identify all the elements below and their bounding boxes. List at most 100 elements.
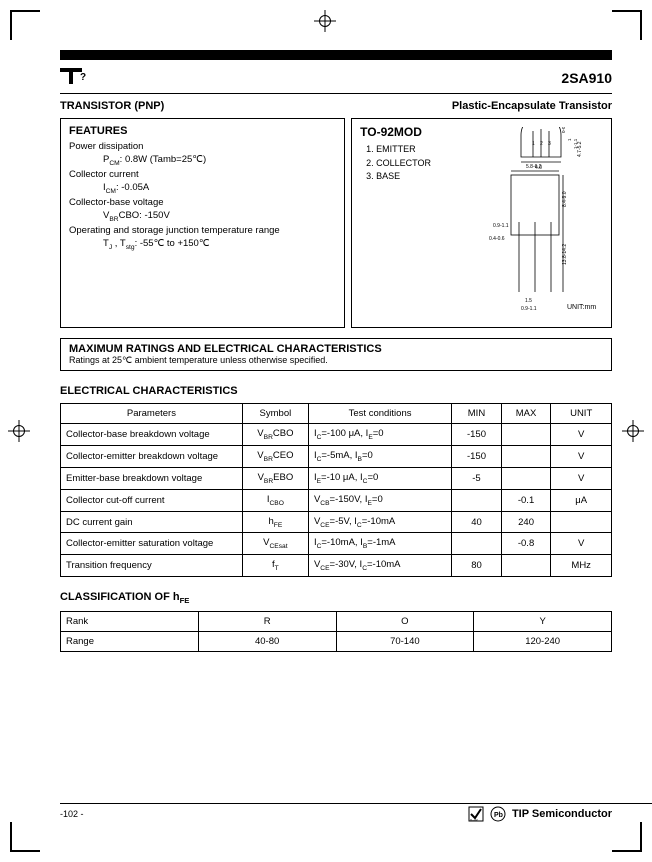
table-cell: VBRCBO [242,424,308,446]
svg-text:0.9-1.1: 0.9-1.1 [493,223,509,229]
table-cell: 80 [452,555,502,577]
table-cell: -5 [452,467,502,489]
table-cell: IC=-100 μA, IE=0 [308,424,451,446]
feature-item: Power dissipation [69,141,336,152]
table-cell: Transition frequency [61,555,243,577]
crop-mark [10,822,40,852]
subheader: TRANSISTOR (PNP) Plastic-Encapsulate Tra… [60,100,612,112]
table-cell: V [551,467,612,489]
svg-text:?: ? [80,72,86,83]
table-cell: -150 [452,424,502,446]
max-ratings-subtitle: Ratings at 25℃ ambient temperature unles… [69,355,603,366]
divider [60,93,612,94]
package-drawing: 1 2 3 4.0 5.8-6.2 8.4-9.0 13.8-14.2 0.9-… [471,127,601,312]
table-cell [452,489,502,511]
table-cell: -0.1 [501,489,551,511]
table-cell: Range [61,632,199,652]
registration-mark [626,424,640,438]
table-cell [452,533,502,555]
feature-value: ICM: -0.05A [103,182,336,195]
svg-text:0.9-1.1: 0.9-1.1 [521,306,537,312]
table-cell [501,445,551,467]
table-row: DC current gainhFEVCE=-5V, IC=-10mA40240 [61,511,612,533]
table-cell [501,555,551,577]
table-header: Symbol [242,404,308,424]
crop-mark [612,10,642,40]
table-cell: IC=-10mA, IB=-1mA [308,533,451,555]
table-header: Test conditions [308,404,451,424]
feature-value: PCM: 0.8W (Tamb=25℃) [103,154,336,167]
features-box: FEATURES Power dissipation PCM: 0.8W (Tam… [60,118,345,328]
electrical-table: ParametersSymbolTest conditionsMINMAXUNI… [60,403,612,577]
table-cell: -150 [452,445,502,467]
table-cell: VCE=-30V, IC=-10mA [308,555,451,577]
table-row: Collector-emitter saturation voltageVCEs… [61,533,612,555]
table-cell: 70-140 [336,632,474,652]
table-cell: fT [242,555,308,577]
max-ratings-title: MAXIMUM RATINGS AND ELECTRICAL CHARACTER… [69,343,603,355]
table-row: Collector cut-off currentICBOVCB=-150V, … [61,489,612,511]
svg-text:2: 2 [540,141,543,147]
brand-logo: ? [60,66,90,89]
table-cell: R [198,612,336,632]
pbfree-icon: Pb [490,806,506,822]
table-cell: Y [474,612,612,632]
table-cell: 40 [452,511,502,533]
registration-mark [12,424,26,438]
table-header: UNIT [551,404,612,424]
table-cell: Rank [61,612,199,632]
table-cell: Emitter-base breakdown voltage [61,467,243,489]
header: ? 2SA910 [60,62,612,93]
svg-text:5.8-6.2: 5.8-6.2 [526,164,542,170]
top-boxes: FEATURES Power dissipation PCM: 0.8W (Tam… [60,118,612,328]
table-cell: Collector-base breakdown voltage [61,424,243,446]
table-cell: 120-240 [474,632,612,652]
table-row: Collector-base breakdown voltageVBRCBOIC… [61,424,612,446]
svg-text:0.4-0.6: 0.4-0.6 [489,236,505,242]
electrical-title: ELECTRICAL CHARACTERISTICS [60,385,612,397]
feature-item: Collector current [69,169,336,180]
features-title: FEATURES [69,125,336,137]
divider [60,803,652,804]
datasheet-page: ? 2SA910 TRANSISTOR (PNP) Plastic-Encaps… [60,50,612,802]
table-row: Collector-emitter breakdown voltageVBRCE… [61,445,612,467]
table-cell [551,511,612,533]
table-cell: VCEsat [242,533,308,555]
table-cell: hFE [242,511,308,533]
table-cell: Collector-emitter saturation voltage [61,533,243,555]
registration-mark [318,14,332,28]
table-cell: Collector-emitter breakdown voltage [61,445,243,467]
svg-text:UNIT:mm: UNIT:mm [567,304,596,311]
table-cell: V [551,424,612,446]
crop-mark [10,10,12,40]
table-cell: μA [551,489,612,511]
table-cell: IC=-5mA, IB=0 [308,445,451,467]
brand-name: TIP Semiconductor [512,808,612,820]
table-cell: -0.8 [501,533,551,555]
crop-mark [10,10,40,12]
max-ratings-box: MAXIMUM RATINGS AND ELECTRICAL CHARACTER… [60,338,612,371]
table-cell: IE=-10 μA, IC=0 [308,467,451,489]
table-cell: VBREBO [242,467,308,489]
package-box: TO-92MOD 1. EMITTER2. COLLECTOR3. BASE 1… [351,118,612,328]
package-type-label: Plastic-Encapsulate Transistor [452,100,612,112]
table-cell: 40-80 [198,632,336,652]
svg-text:13.8-14.2: 13.8-14.2 [562,244,568,265]
table-cell: VBRCEO [242,445,308,467]
part-number: 2SA910 [561,70,612,86]
divider [60,50,612,60]
table-cell: V [551,533,612,555]
crop-mark [612,822,642,852]
page-number: -102 - [60,809,84,819]
classification-table: RankROYRange40-8070-140120-240 [60,611,612,652]
svg-text:1: 1 [532,141,535,147]
svg-text:0-0.3: 0-0.3 [561,127,566,133]
table-row: Transition frequencyfTVCE=-30V, IC=-10mA… [61,555,612,577]
table-header: MIN [452,404,502,424]
rohs-icon: RoHS [468,806,484,822]
table-cell [501,467,551,489]
feature-item: Collector-base voltage [69,197,336,208]
table-cell: 240 [501,511,551,533]
transistor-type: TRANSISTOR (PNP) [60,100,164,112]
table-header: Parameters [61,404,243,424]
